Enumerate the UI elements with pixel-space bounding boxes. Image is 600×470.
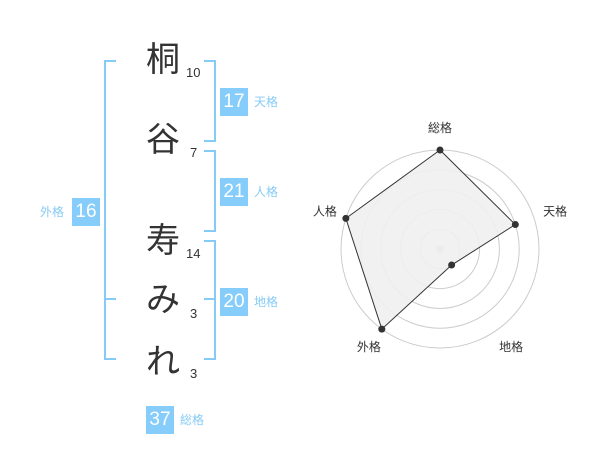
gaikaku-bracket-tick — [104, 298, 116, 300]
gaikaku-label: 外格 — [40, 205, 65, 219]
name-char: 寿 — [146, 221, 180, 261]
gaikaku-value: 16 — [72, 198, 100, 226]
jinkaku-bracket — [204, 150, 216, 232]
jinkaku-value: 21 — [220, 178, 248, 206]
jinkaku-label: 人格 — [254, 185, 279, 199]
chikaku-bracket — [204, 240, 216, 360]
soukaku-label: 総格 — [180, 413, 205, 427]
chikaku-bracket-tick — [204, 298, 216, 300]
radar-point — [511, 221, 519, 229]
tenkaku-bracket — [204, 60, 216, 142]
chikaku-label: 地格 — [254, 295, 279, 309]
stroke-count: 7 — [190, 145, 198, 160]
radar-point — [378, 325, 386, 333]
tenkaku-label: 天格 — [254, 95, 279, 109]
stroke-count: 14 — [186, 246, 201, 261]
radar-axis-label: 天格 — [543, 204, 567, 219]
radar-axis-label: 地格 — [499, 339, 523, 354]
gaikaku-bracket — [104, 60, 116, 360]
name-char: 谷 — [146, 120, 180, 160]
tenkaku-value: 17 — [220, 88, 248, 116]
name-char: 桐 — [146, 40, 180, 80]
radar-point — [448, 261, 456, 269]
stroke-count: 3 — [190, 306, 198, 321]
radar-axis-label: 人格 — [313, 204, 337, 219]
radar-point — [342, 214, 350, 222]
radar-point — [436, 146, 444, 154]
soukaku-value: 37 — [146, 406, 174, 434]
stroke-count: 3 — [190, 366, 198, 381]
radar-axis-label: 外格 — [357, 339, 381, 354]
stroke-count: 10 — [186, 65, 201, 80]
name-char: み — [146, 280, 180, 320]
radar-axis-label: 総格 — [428, 120, 452, 135]
name-char: れ — [146, 342, 180, 382]
chikaku-value: 20 — [220, 288, 248, 316]
radar-area — [345, 149, 517, 330]
